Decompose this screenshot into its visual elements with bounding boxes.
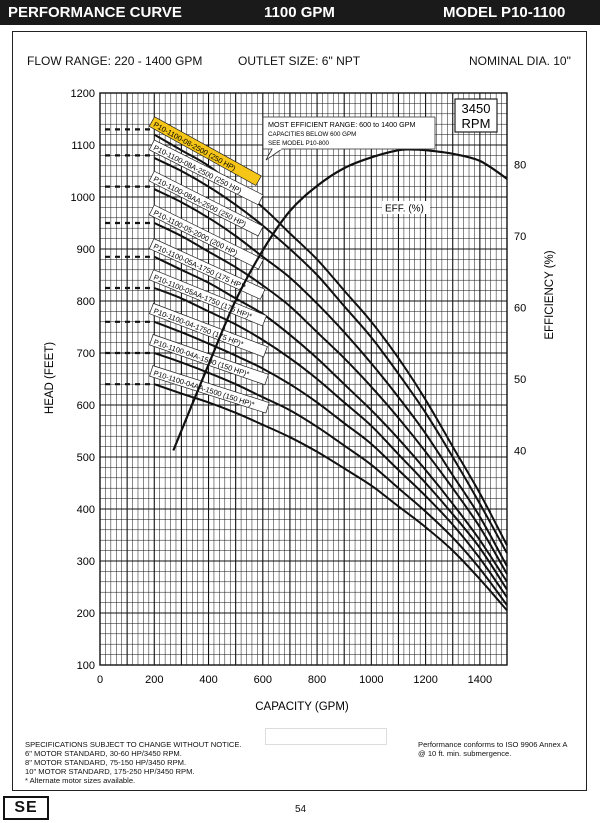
- footer-line4: 10" MOTOR STANDARD, 175-250 HP/3450 RPM.: [25, 767, 195, 776]
- header-title: PERFORMANCE CURVE: [8, 4, 182, 21]
- head-curve-5: [153, 255, 508, 583]
- head-curve-9: [153, 383, 508, 612]
- efficiency-curve: [172, 148, 508, 451]
- tick-labels: 0 200 400 600 800 1000 1200 1400 100 200 300 400 500…: [71, 88, 527, 686]
- outlet-size: OUTLET SIZE: 6" NPT: [238, 54, 361, 68]
- company-logo: SE: [3, 796, 49, 820]
- rpm-box: 3450 RPM: [454, 98, 498, 133]
- footer-right2: @ 10 ft. min. submergence.: [418, 749, 512, 758]
- y2-tick-label: 80: [514, 160, 526, 172]
- y-tick-label: 100: [77, 660, 95, 672]
- y-tick-label: 1100: [71, 140, 95, 152]
- flow-range: FLOW RANGE: 220 - 1400 GPM: [27, 54, 203, 68]
- note-title: MOST EFFICIENT RANGE: 600 to 1400 GPM: [268, 120, 416, 129]
- footer-right1: Performance conforms to ISO 9906 Annex A: [418, 740, 568, 749]
- head-curve-2: [153, 157, 508, 554]
- head-curve-4: [153, 222, 508, 575]
- curve-label-box: [148, 139, 264, 206]
- head-curve-7: [153, 320, 508, 598]
- note-line2: CAPACITIES BELOW 600 GPM: [268, 131, 356, 138]
- curve-label-box: [149, 334, 269, 386]
- curve-label-box: [149, 365, 270, 414]
- curve-label-box: [148, 238, 266, 300]
- header-flow: 1100 GPM: [264, 4, 335, 21]
- x-tick-label: 200: [145, 674, 163, 686]
- footer-line5: * Alternate motor sizes available.: [25, 776, 136, 785]
- y-tick-label: 600: [77, 400, 95, 412]
- footer-line1: SPECIFICATIONS SUBJECT TO CHANGE WITHOUT…: [25, 740, 242, 749]
- footer-notes: SPECIFICATIONS SUBJECT TO CHANGE WITHOUT…: [25, 740, 242, 785]
- head-curve-8: [153, 352, 508, 606]
- y2-tick-label: 40: [514, 446, 526, 458]
- head-curve-6: [153, 287, 508, 591]
- y2-tick-label: 70: [514, 231, 526, 243]
- y-tick-label: 300: [77, 556, 95, 568]
- y2-tick-label: 50: [514, 374, 526, 386]
- x-tick-label: 1200: [413, 674, 437, 686]
- efficiency-line: [172, 148, 508, 451]
- y-tick-label: 1000: [71, 192, 95, 204]
- y-tick-label: 800: [77, 296, 95, 308]
- footer-line3: 8" MOTOR STANDARD, 75-150 HP/3450 RPM.: [25, 758, 187, 767]
- y-tick-label: 200: [77, 608, 95, 620]
- x-axis-title: CAPACITY (GPM): [255, 701, 349, 713]
- x-tick-label: 600: [254, 674, 272, 686]
- efficient-range-note: MOST EFFICIENT RANGE: 600 to 1400 GPM CA…: [262, 116, 436, 161]
- nominal-dia: NOMINAL DIA. 10": [469, 54, 571, 68]
- x-tick-label: 400: [199, 674, 217, 686]
- x-tick-label: 1000: [359, 674, 383, 686]
- curve-label-box: [148, 116, 262, 186]
- curve-label-box: [149, 302, 268, 358]
- footer-iso: Performance conforms to ISO 9906 Annex A…: [418, 740, 567, 758]
- rpm-value: 3450: [462, 101, 491, 116]
- efficiency-label-box: EFF. (%): [382, 201, 430, 215]
- x-tick-label: 800: [308, 674, 326, 686]
- y-tick-label: 900: [77, 244, 95, 256]
- header-model: MODEL P10-1100: [443, 4, 566, 21]
- page-number: 54: [295, 804, 307, 815]
- head-curve-3: [153, 188, 508, 567]
- head-curve-1: [153, 133, 508, 546]
- head-curves: [105, 128, 508, 612]
- note-line3: SEE MODEL P10-800: [268, 140, 330, 147]
- curve-label-box: [148, 269, 268, 327]
- y2-tick-label: 60: [514, 303, 526, 315]
- efficiency-label: EFF. (%): [385, 204, 424, 215]
- blank-box: [265, 728, 387, 745]
- x-tick-label: 1400: [468, 674, 492, 686]
- x-tick-label: 0: [97, 674, 103, 686]
- curve-label-box: [148, 204, 264, 270]
- y-tick-label: 1200: [71, 88, 95, 100]
- y-tick-label: 700: [77, 348, 95, 360]
- y2-axis-title: EFFICIENCY (%): [544, 250, 556, 339]
- header-bar: PERFORMANCE CURVE 1100 GPM MODEL P10-110…: [0, 0, 600, 25]
- footer-line2: 6" MOTOR STANDARD, 30-60 HP/3450 RPM.: [25, 749, 182, 758]
- rpm-unit: RPM: [462, 116, 491, 131]
- y-axis-title: HEAD (FEET): [44, 342, 56, 414]
- curve-label-box: [148, 170, 264, 237]
- y-tick-label: 500: [77, 452, 95, 464]
- y-tick-label: 400: [77, 504, 95, 516]
